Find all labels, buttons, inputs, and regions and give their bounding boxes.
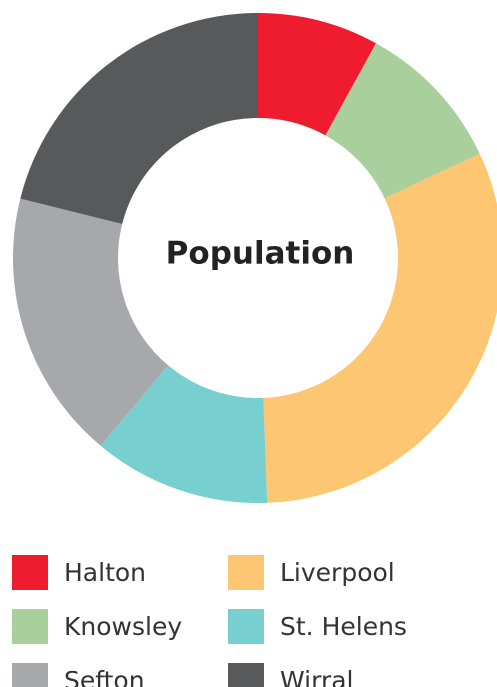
slice bbox=[13, 198, 169, 446]
slice bbox=[263, 153, 497, 503]
legend-label: St. Helens bbox=[280, 612, 407, 641]
slice bbox=[258, 13, 377, 136]
legend-swatch bbox=[12, 555, 48, 590]
chart-title: Population bbox=[166, 236, 355, 272]
slice bbox=[325, 43, 480, 199]
donut bbox=[13, 13, 497, 503]
legend-swatch bbox=[12, 609, 48, 644]
legend-swatch bbox=[228, 555, 264, 590]
slice bbox=[100, 365, 268, 503]
legend-swatch bbox=[228, 609, 264, 644]
legend-swatch bbox=[228, 663, 264, 687]
legend-label: Sefton bbox=[64, 666, 145, 687]
slice bbox=[20, 13, 258, 225]
legend: Halton Knowsley Liverpool St. Helens Sefton W… bbox=[12, 555, 407, 687]
legend-label: Wirral bbox=[280, 666, 354, 687]
legend-swatch bbox=[12, 663, 48, 687]
legend-label: Knowsley bbox=[64, 612, 182, 641]
legend-label: Liverpool bbox=[280, 558, 395, 587]
legend-label: Halton bbox=[64, 558, 146, 587]
